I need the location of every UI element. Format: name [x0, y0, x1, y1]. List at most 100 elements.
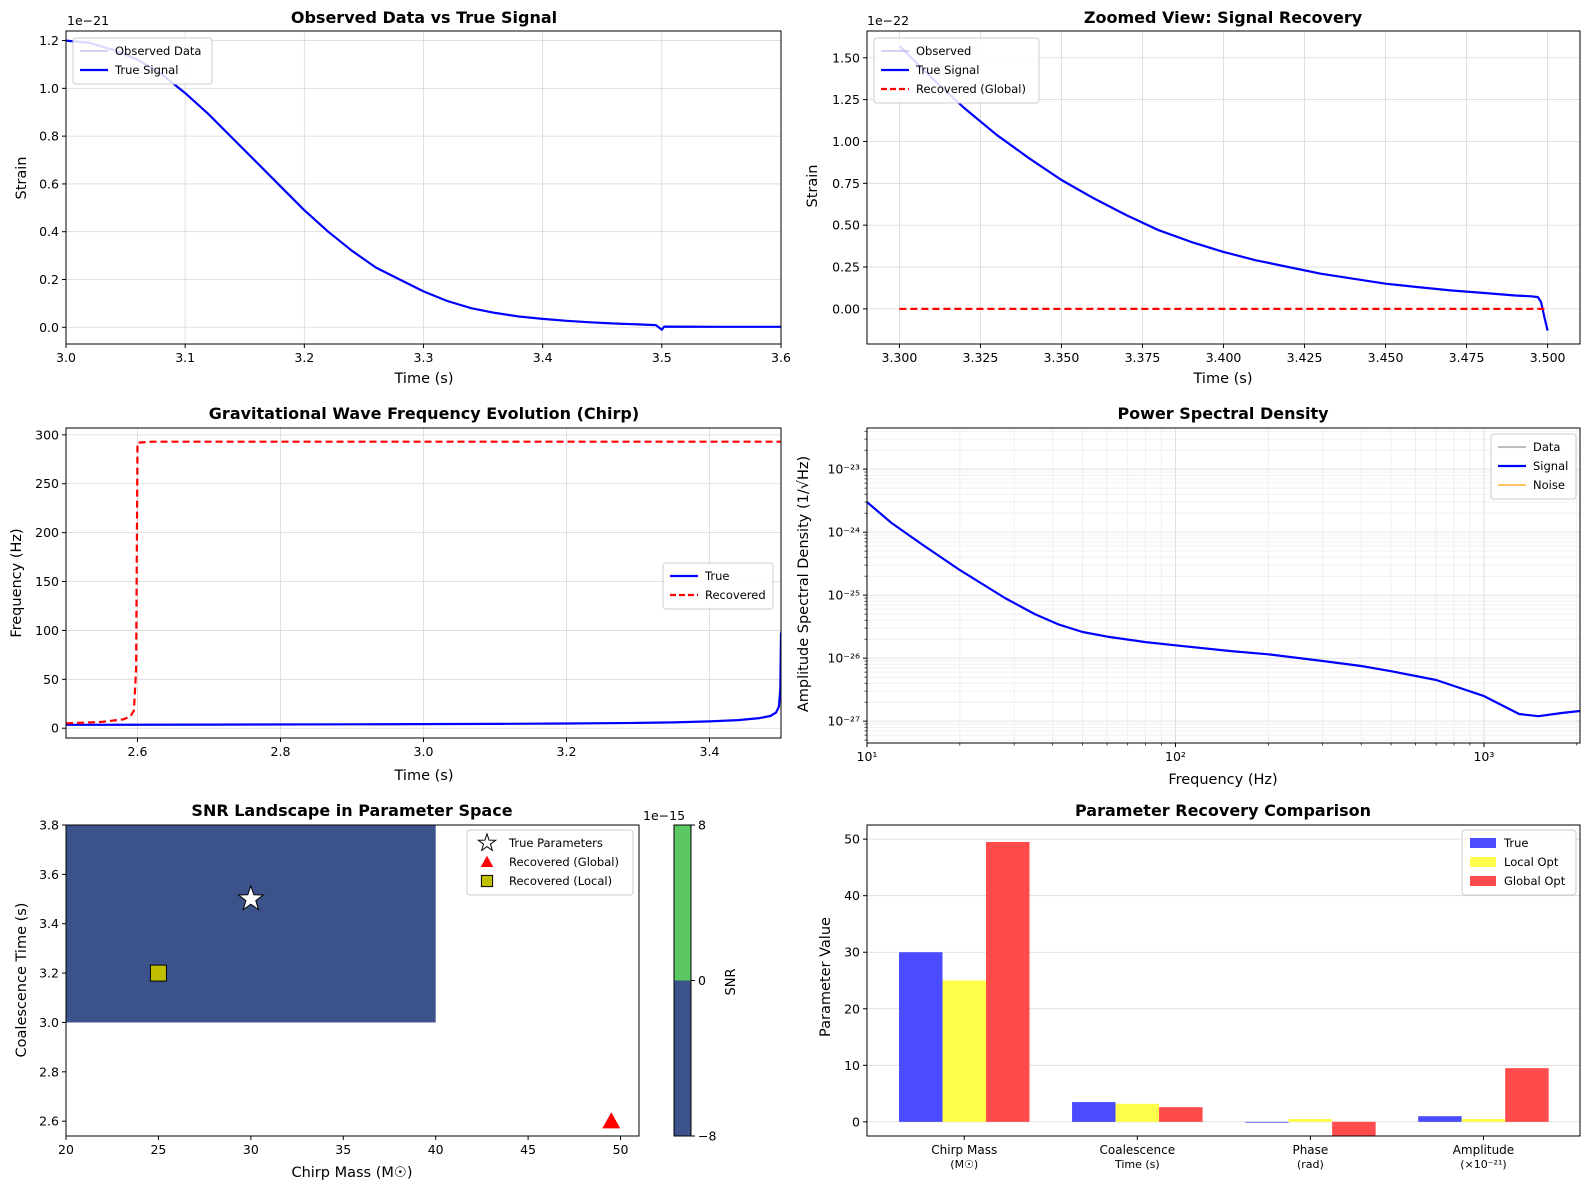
- chart-title: Power Spectral Density: [1117, 404, 1329, 423]
- x-axis-label: Time (s): [394, 768, 454, 784]
- y-tick-label: 3.4: [39, 916, 59, 931]
- y-tick-label: 40: [844, 888, 860, 903]
- legend-swatch-global-opt: [1470, 876, 1496, 886]
- marker-square: [480, 874, 494, 888]
- colorbar-tick-label: 0: [698, 973, 706, 988]
- x-tick-label: 45: [520, 1142, 536, 1157]
- legend-label-global-opt: Global Opt: [1504, 874, 1566, 888]
- y-tick-label: 0.50: [832, 218, 860, 233]
- legend-label-local-opt: Local Opt: [1504, 855, 1559, 869]
- x-tick-label: 3.4: [533, 350, 553, 365]
- heatmap-region: [66, 825, 436, 1023]
- y-tick-label: 3.0: [39, 1015, 59, 1030]
- y-tick-label: 0.4: [39, 224, 59, 239]
- panel-frequency-evolution: Gravitational Wave Frequency Evolution (…: [9, 404, 782, 784]
- colorbar-offset-text: 1e−15: [643, 808, 685, 823]
- panel-observed-vs-true: Observed Data vs True Signal 1e−21 Time …: [14, 8, 791, 387]
- y-tick-label: 3.8: [39, 818, 59, 833]
- axes-frame: [866, 427, 1581, 744]
- panel-parameter-recovery: Parameter Recovery Comparison Parameter …: [818, 801, 1581, 1171]
- legend-label-true-signal: True Signal: [915, 63, 979, 77]
- y-tick-label: 3.6: [39, 867, 59, 882]
- legend-label-recovered-local-: Recovered (Local): [509, 874, 612, 888]
- x-tick-label: 50: [613, 1142, 629, 1157]
- x-tick-label: 10²: [1165, 749, 1186, 764]
- bar-local-opt: [1461, 1119, 1506, 1122]
- y-tick-label: 30: [844, 945, 860, 960]
- bar-global-opt: [1505, 1068, 1549, 1122]
- x-axis-label: Time (s): [394, 371, 454, 387]
- y-axis-label: Frequency (Hz): [9, 528, 25, 637]
- y-tick-label: 10⁻²⁷: [827, 714, 860, 729]
- grid: [66, 428, 781, 738]
- x-axis-label: Chirp Mass (M☉): [291, 1165, 412, 1181]
- bar-global-opt: [986, 841, 1030, 1122]
- y-tick-label: 10⁻²⁴: [827, 525, 860, 540]
- x-tick-label: 3.2: [294, 350, 314, 365]
- colorbar-tick-label: 8: [698, 818, 706, 833]
- chart-title: Zoomed View: Signal Recovery: [1084, 8, 1363, 27]
- series-line-true-signal: [66, 39, 781, 331]
- bar-true: [1418, 1116, 1462, 1122]
- y-tick-label: 0: [852, 1114, 860, 1129]
- y-axis-label: Coalescence Time (s): [14, 903, 30, 1058]
- y-tick-label: 3.2: [39, 966, 59, 981]
- y-tick-label: 20: [844, 1001, 860, 1016]
- chart-title: SNR Landscape in Parameter Space: [191, 801, 512, 820]
- x-tick-label: 3.475: [1449, 350, 1485, 365]
- series-line-true: [66, 632, 781, 726]
- axes-frame: [65, 824, 640, 1137]
- y-tick-label: 0.25: [832, 260, 860, 275]
- legend-swatch-local-opt: [1470, 857, 1496, 867]
- marker-triangle: [480, 855, 494, 868]
- y-tick-label: 1.25: [832, 92, 860, 107]
- y-tick-label: 2.8: [39, 1064, 59, 1079]
- axes-frame: [866, 824, 1581, 1137]
- x-tick-label: (rad): [1297, 1158, 1324, 1171]
- bar-local-opt: [1288, 1119, 1333, 1122]
- y-tick-label: 1.00: [832, 134, 860, 149]
- legend-box: [72, 37, 213, 85]
- y-tick-label: 0.75: [832, 176, 860, 191]
- x-tick-label: 35: [335, 1142, 351, 1157]
- y-tick-label: 50: [844, 832, 860, 847]
- x-tick-label: Time (s): [1114, 1158, 1160, 1171]
- x-tick-label: 3.2: [557, 744, 577, 759]
- y-tick-label: 0.6: [39, 176, 59, 191]
- x-tick-label: 3.6: [771, 350, 791, 365]
- panel-zoomed-view: Zoomed View: Signal Recovery 1e−22 Time …: [805, 8, 1581, 387]
- bar-local-opt: [942, 980, 986, 1122]
- y-tick-label: 10⁻²⁵: [827, 588, 860, 603]
- offset-text: 1e−21: [67, 13, 109, 28]
- legend-box: [466, 829, 634, 896]
- marker-triangle: [602, 1112, 621, 1129]
- legend-label-true: True: [704, 569, 729, 583]
- y-tick-label: 0: [51, 721, 59, 736]
- y-tick-label: 10: [844, 1058, 860, 1073]
- x-tick-label: 3.400: [1206, 350, 1242, 365]
- bar-true: [1245, 1121, 1289, 1123]
- y-tick-label: 10⁻²⁶: [827, 651, 860, 666]
- colorbar-segment: [674, 825, 691, 981]
- series-line-recovered: [66, 440, 781, 725]
- panel-snr-landscape: SNR Landscape in Parameter Space Chirp M…: [14, 801, 739, 1181]
- y-tick-label: 0.2: [39, 272, 59, 287]
- y-tick-label: 2.6: [39, 1114, 59, 1129]
- axes-frame: [65, 30, 782, 345]
- x-tick-label: 3.1: [175, 350, 195, 365]
- y-tick-label: 1.0: [39, 81, 59, 96]
- legend-label-noise: Noise: [1533, 478, 1565, 492]
- y-tick-label: 0.00: [832, 301, 860, 316]
- x-tick-label: Chirp Mass: [931, 1143, 997, 1157]
- legend-label-signal: Signal: [1533, 459, 1568, 473]
- chart-title: Gravitational Wave Frequency Evolution (…: [209, 404, 639, 423]
- series-line-true-signal: [898, 45, 1549, 331]
- legend-label-recovered: Recovered: [705, 588, 766, 602]
- bar-true: [899, 952, 943, 1122]
- grid: [866, 428, 1580, 743]
- x-tick-label: Phase: [1292, 1143, 1328, 1157]
- legend-label-recovered-global-: Recovered (Global): [916, 82, 1026, 96]
- y-tick-label: 50: [43, 672, 59, 687]
- x-tick-label: 3.325: [963, 350, 999, 365]
